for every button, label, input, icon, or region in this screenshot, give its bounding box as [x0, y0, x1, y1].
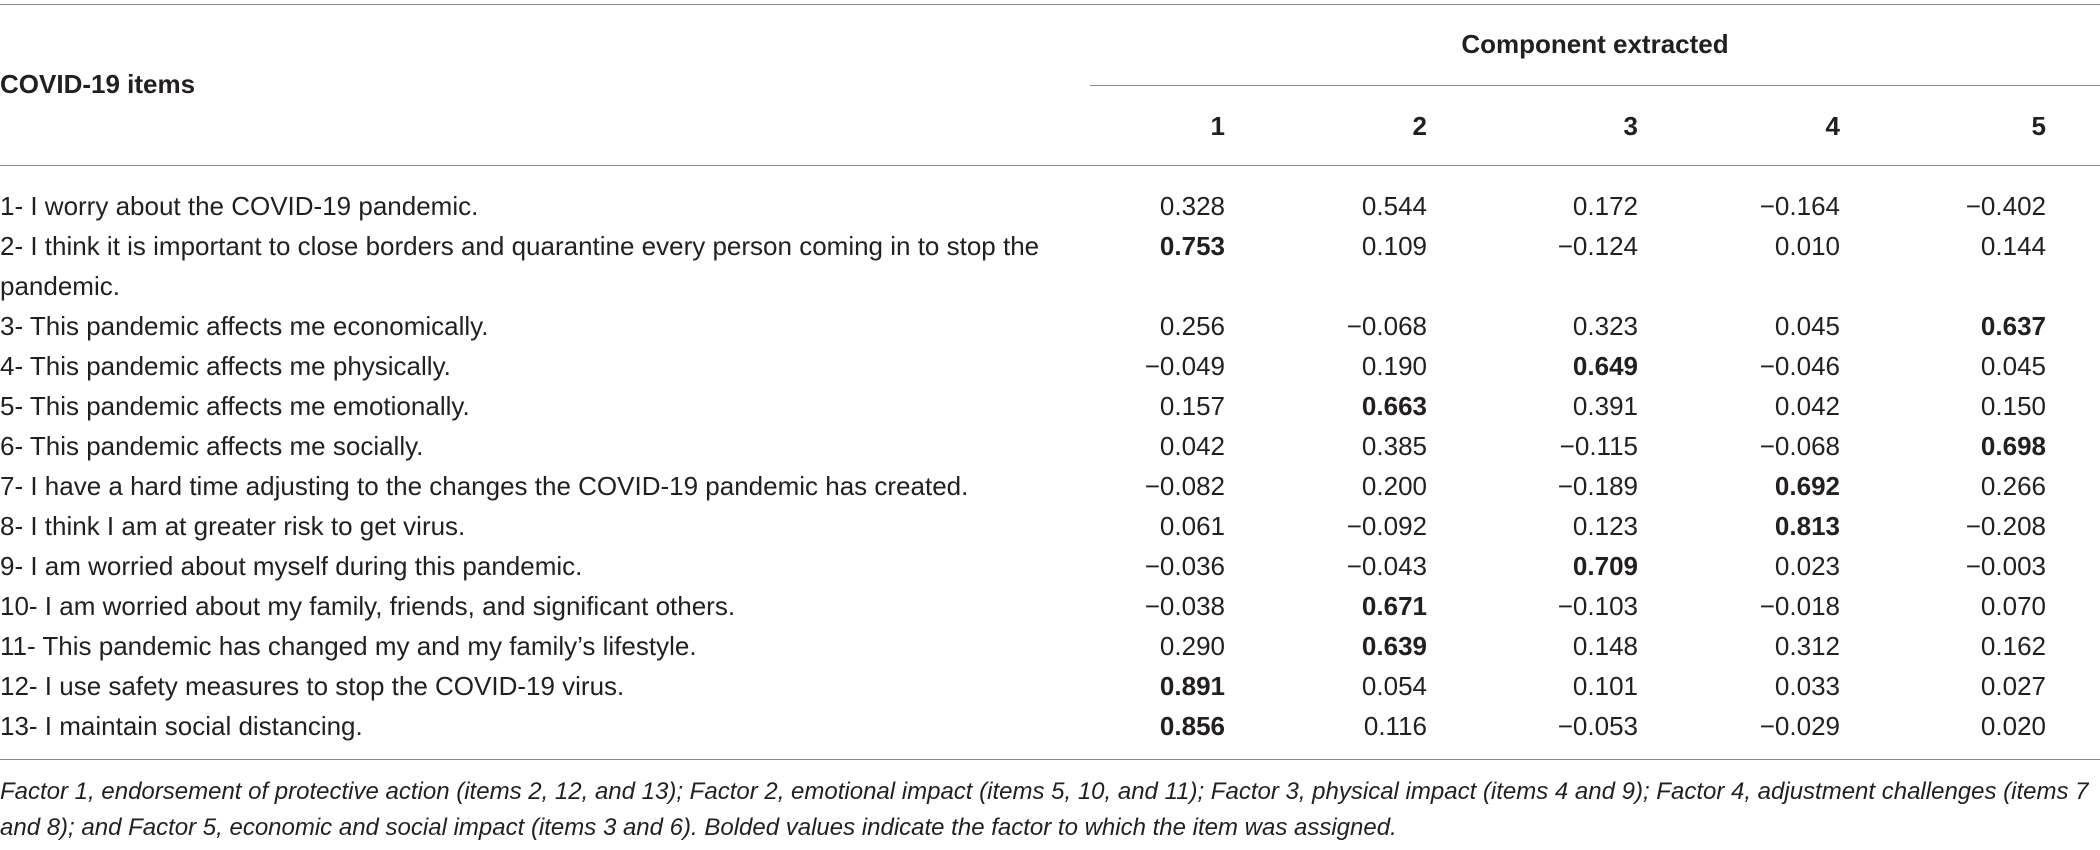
table-bottom-rule: [0, 759, 2100, 760]
group-header: Component extracted: [1461, 29, 1729, 59]
loading-value: 0.027: [1980, 671, 2046, 701]
loading-value: 0.150: [1980, 391, 2046, 421]
loading-value: 0.891: [1159, 671, 1225, 701]
loading-value: 0.649: [1572, 351, 1638, 381]
loading-value: 0.544: [1361, 191, 1427, 221]
loading-value: 0.116: [1363, 711, 1427, 741]
item-text: 3- This pandemic affects me economically…: [0, 311, 489, 341]
loading-value: −0.208: [1965, 511, 2046, 541]
item-text: 8- I think I am at greater risk to get v…: [0, 511, 466, 541]
loading-value: 0.200: [1361, 471, 1427, 501]
loading-value: 0.709: [1572, 551, 1638, 581]
item-text: 13- I maintain social distancing.: [0, 711, 363, 741]
loading-value: 0.042: [1774, 391, 1840, 421]
item-text: 7- I have a hard time adjusting to the c…: [0, 471, 969, 501]
loading-value: −0.036: [1144, 551, 1225, 581]
loading-value: 0.391: [1572, 391, 1638, 421]
row-header: COVID-19 items: [0, 69, 196, 99]
loading-value: −0.092: [1346, 511, 1427, 541]
loading-value: 0.256: [1159, 311, 1225, 341]
loading-value: 0.312: [1774, 631, 1840, 661]
loading-value: 0.123: [1572, 511, 1638, 541]
loading-value: −0.038: [1144, 591, 1225, 621]
loading-value: 0.671: [1361, 591, 1427, 621]
loading-value: −0.018: [1759, 591, 1840, 621]
loading-value: 0.109: [1361, 231, 1427, 261]
item-text: 5- This pandemic affects me emotionally.: [0, 391, 470, 421]
loading-value: 0.637: [1980, 311, 2046, 341]
loading-value: 0.042: [1159, 431, 1225, 461]
loading-value: 0.061: [1159, 511, 1225, 541]
loading-value: −0.115: [1559, 431, 1638, 461]
loading-value: −0.046: [1759, 351, 1840, 381]
loading-value: 0.144: [1980, 231, 2046, 261]
item-text: 4- This pandemic affects me physically.: [0, 351, 451, 381]
loading-value: −0.402: [1965, 191, 2046, 221]
component-header-2: 2: [1412, 111, 1427, 141]
component-header-3: 3: [1623, 111, 1638, 141]
loading-value: −0.068: [1346, 311, 1427, 341]
loading-value: −0.049: [1144, 351, 1225, 381]
loading-value: 0.020: [1980, 711, 2046, 741]
loading-value: −0.029: [1759, 711, 1840, 741]
loading-value: 0.157: [1159, 391, 1225, 421]
loading-value: 0.070: [1980, 591, 2046, 621]
loading-value: 0.266: [1980, 471, 2046, 501]
loading-value: −0.068: [1759, 431, 1840, 461]
item-text: 11- This pandemic has changed my and my …: [0, 631, 697, 661]
item-text: 6- This pandemic affects me socially.: [0, 431, 424, 461]
loading-value: 0.639: [1361, 631, 1427, 661]
loading-value: 0.323: [1572, 311, 1638, 341]
header-rule: [0, 165, 2100, 166]
loading-value: 0.045: [1980, 351, 2046, 381]
loading-value: 0.813: [1774, 511, 1840, 541]
item-text: 2- I think it is important to close bord…: [0, 231, 1040, 301]
loading-value: −0.053: [1557, 711, 1638, 741]
component-header-1: 1: [1210, 111, 1225, 141]
loading-value: 0.148: [1572, 631, 1638, 661]
loading-value: 0.328: [1159, 191, 1225, 221]
item-text: 10- I am worried about my family, friend…: [0, 591, 736, 621]
loading-value: 0.172: [1572, 191, 1638, 221]
loading-value: 0.023: [1774, 551, 1840, 581]
loading-value: 0.054: [1361, 671, 1427, 701]
loading-value: 0.856: [1159, 711, 1225, 741]
loading-value: 0.663: [1361, 391, 1427, 421]
loading-value: −0.082: [1144, 471, 1225, 501]
loading-value: −0.164: [1759, 191, 1840, 221]
loading-value: 0.045: [1774, 311, 1840, 341]
loading-value: 0.162: [1980, 631, 2046, 661]
component-header-4: 4: [1825, 111, 1840, 141]
loading-value: 0.698: [1980, 431, 2046, 461]
loading-value: −0.103: [1557, 591, 1638, 621]
loading-value: 0.385: [1361, 431, 1427, 461]
group-header-rule: [1090, 85, 2100, 86]
loading-value: 0.290: [1159, 631, 1225, 661]
loading-value: 0.692: [1774, 471, 1840, 501]
loading-value: 0.010: [1774, 231, 1840, 261]
table-footnote: Factor 1, endorsement of protective acti…: [0, 778, 2089, 841]
loading-value: −0.124: [1557, 231, 1638, 261]
item-text: 12- I use safety measures to stop the CO…: [0, 671, 625, 701]
item-text: 1- I worry about the COVID-19 pandemic.: [0, 191, 479, 221]
loading-value: 0.753: [1159, 231, 1225, 261]
loading-value: −0.189: [1557, 471, 1638, 501]
table-top-rule: [0, 4, 2100, 5]
loading-value: −0.043: [1346, 551, 1427, 581]
loading-value: 0.190: [1361, 351, 1427, 381]
loading-value: 0.101: [1572, 671, 1638, 701]
loading-value: 0.033: [1774, 671, 1840, 701]
item-text: 9- I am worried about myself during this…: [0, 551, 583, 581]
loading-value: −0.003: [1965, 551, 2046, 581]
component-header-5: 5: [2031, 111, 2046, 141]
